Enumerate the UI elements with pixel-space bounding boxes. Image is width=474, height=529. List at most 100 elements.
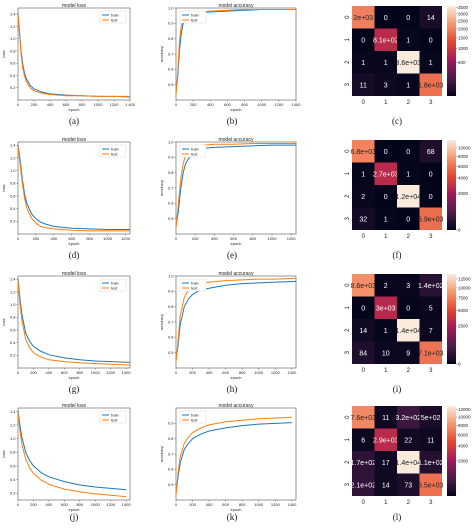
series-line-train	[17, 12, 131, 98]
heatmap-cell	[352, 341, 375, 364]
y-axis-label: accuracy	[159, 446, 164, 462]
colorbar-tick-label: 6000	[458, 432, 469, 437]
heatmap-cell	[419, 185, 442, 208]
heatmap-cell	[419, 207, 442, 230]
heatmap-cell	[419, 162, 442, 185]
y-tick-label: 1	[345, 305, 351, 309]
cell-value-label: 1.4e+04	[396, 460, 422, 467]
panel-caption: (c)	[392, 116, 402, 126]
y-tick-label: 1.2	[10, 289, 16, 294]
series-line-train	[17, 411, 127, 491]
y-tick-label: 0	[345, 149, 351, 153]
series-line-train	[17, 279, 130, 363]
x-axis-label: epoch	[231, 107, 242, 112]
y-tick-label: 0.8	[10, 48, 16, 53]
y-tick-label: 0.5	[168, 216, 174, 221]
heatmap-cell	[374, 406, 397, 429]
x-tick-label: 1200	[106, 370, 116, 375]
series-line-train	[17, 145, 130, 231]
cell-value-label: 1	[406, 37, 410, 44]
y-tick-label: 0.8	[10, 181, 16, 186]
x-tick-label: 3	[429, 100, 433, 106]
cell-value-label: 0	[429, 171, 433, 178]
x-tick-label: 1400	[122, 370, 132, 375]
heatmap-cell	[397, 428, 420, 451]
y-tick-label: 1.0	[10, 168, 16, 173]
panel-k: model accuracy 0 200 400 600 800 1000 1200 1400 0…	[159, 403, 297, 522]
y-tick-label: 0.9	[168, 289, 174, 294]
y-tick-label: 2	[345, 460, 351, 464]
heatmap-cell	[352, 51, 375, 74]
cell-value-label: 11	[382, 415, 389, 422]
cell-value-label: 1.4e+04	[396, 328, 422, 335]
x-tick-label: 1	[384, 234, 388, 240]
colorbar-tick-label: 2000	[458, 458, 469, 463]
panel-caption: (g)	[69, 384, 80, 394]
x-tick-label: 1200	[274, 102, 284, 107]
x-axis-label: epoch	[69, 375, 80, 380]
chart-title: model loss	[62, 137, 86, 143]
cell-value-label: 9	[406, 350, 410, 357]
cell-value-label: 1	[384, 60, 388, 67]
cell-value-label: 8.6e+03	[351, 283, 377, 290]
legend-label: train	[191, 12, 199, 17]
x-tick-label: 800	[239, 370, 246, 375]
x-axis-label: epoch	[69, 241, 80, 246]
cell-value-label: 0	[429, 194, 433, 201]
plot-frame	[17, 407, 131, 501]
cell-value-label: 1	[384, 216, 388, 223]
x-tick-label: 200	[189, 502, 196, 507]
y-axis-label: loss	[1, 318, 6, 325]
chart-title: model accuracy	[218, 271, 254, 277]
y-axis-label: accuracy	[159, 314, 164, 330]
legend-label: train	[111, 12, 119, 17]
panel-l: 7.6e+03 11 3.2e+02 5e+026 2.9e+03 22 111.7e+02…	[345, 406, 471, 522]
x-tick-label: 200	[189, 370, 196, 375]
heatmap-cell	[374, 6, 397, 29]
panel-a: model loss 0 200 400 600 800 1000 1200 1 400 0.2 0…	[1, 3, 136, 126]
cell-value-label: 1	[406, 171, 410, 178]
x-tick-label: 0	[17, 236, 20, 241]
x-axis-label: epoch	[231, 507, 242, 512]
panel-g: model loss 0 200 400 600 800 1000 1200 1400 0.2 0.…	[1, 271, 131, 394]
panel-j: model loss 0 200 400 600 800 1000 1200 1400 0.2 0.…	[1, 403, 131, 522]
x-tick-label: 0	[175, 102, 178, 107]
colorbar-tick-label: 500	[458, 60, 466, 65]
cell-value-label: 14	[382, 482, 390, 489]
x-tick-label: 0	[175, 370, 178, 375]
cell-value-label: 14	[359, 328, 367, 335]
cell-value-label: 32	[359, 216, 367, 223]
y-tick-label: 0.7	[168, 319, 174, 324]
y-tick-label: 0.2	[10, 353, 16, 358]
x-tick-label: 0	[362, 500, 366, 506]
heatmap-cell	[352, 473, 375, 496]
cell-value-label: 1.2e+04	[396, 194, 422, 201]
chart-title: model accuracy	[218, 3, 254, 9]
cell-value-label: 0	[406, 216, 410, 223]
y-tick-label: 1.0	[168, 139, 174, 144]
y-tick-label: 1.2	[10, 155, 16, 160]
legend-label: test	[191, 17, 198, 22]
colorbar-tick-label: 7500	[458, 296, 469, 301]
panel-b: model accuracy 0 200 400 600 800 1000 1200 1400 0…	[159, 3, 301, 126]
x-tick-label: 1200	[106, 502, 116, 507]
panel-caption: (f)	[393, 250, 402, 260]
panel-c: 2e+03 0 0 140 8.1e+02 1 01 1 3.6e+03 111 3 1 1.8e+03…	[345, 5, 469, 126]
x-tick-label: 400	[50, 236, 57, 241]
panel-d: model loss 0 200 400 600 800 1000 1200 0.2 0.4 0.6…	[1, 137, 131, 260]
x-tick-label: 1000	[91, 370, 101, 375]
heatmap-cell	[419, 341, 442, 364]
heatmap-cell	[397, 341, 420, 364]
heatmap-cell	[419, 6, 442, 29]
cell-value-label: 1	[429, 60, 433, 67]
plot-frame	[17, 7, 131, 101]
cell-value-label: 0	[384, 15, 388, 22]
x-tick-label: 0	[17, 502, 20, 507]
y-tick-label: 1.0	[168, 5, 174, 10]
heatmap-cell	[419, 28, 442, 51]
legend-label: test	[111, 17, 118, 22]
x-tick-label: 600	[230, 236, 237, 241]
x-tick-label: 3	[429, 234, 433, 240]
cell-value-label: 3.2e+02	[396, 415, 422, 422]
